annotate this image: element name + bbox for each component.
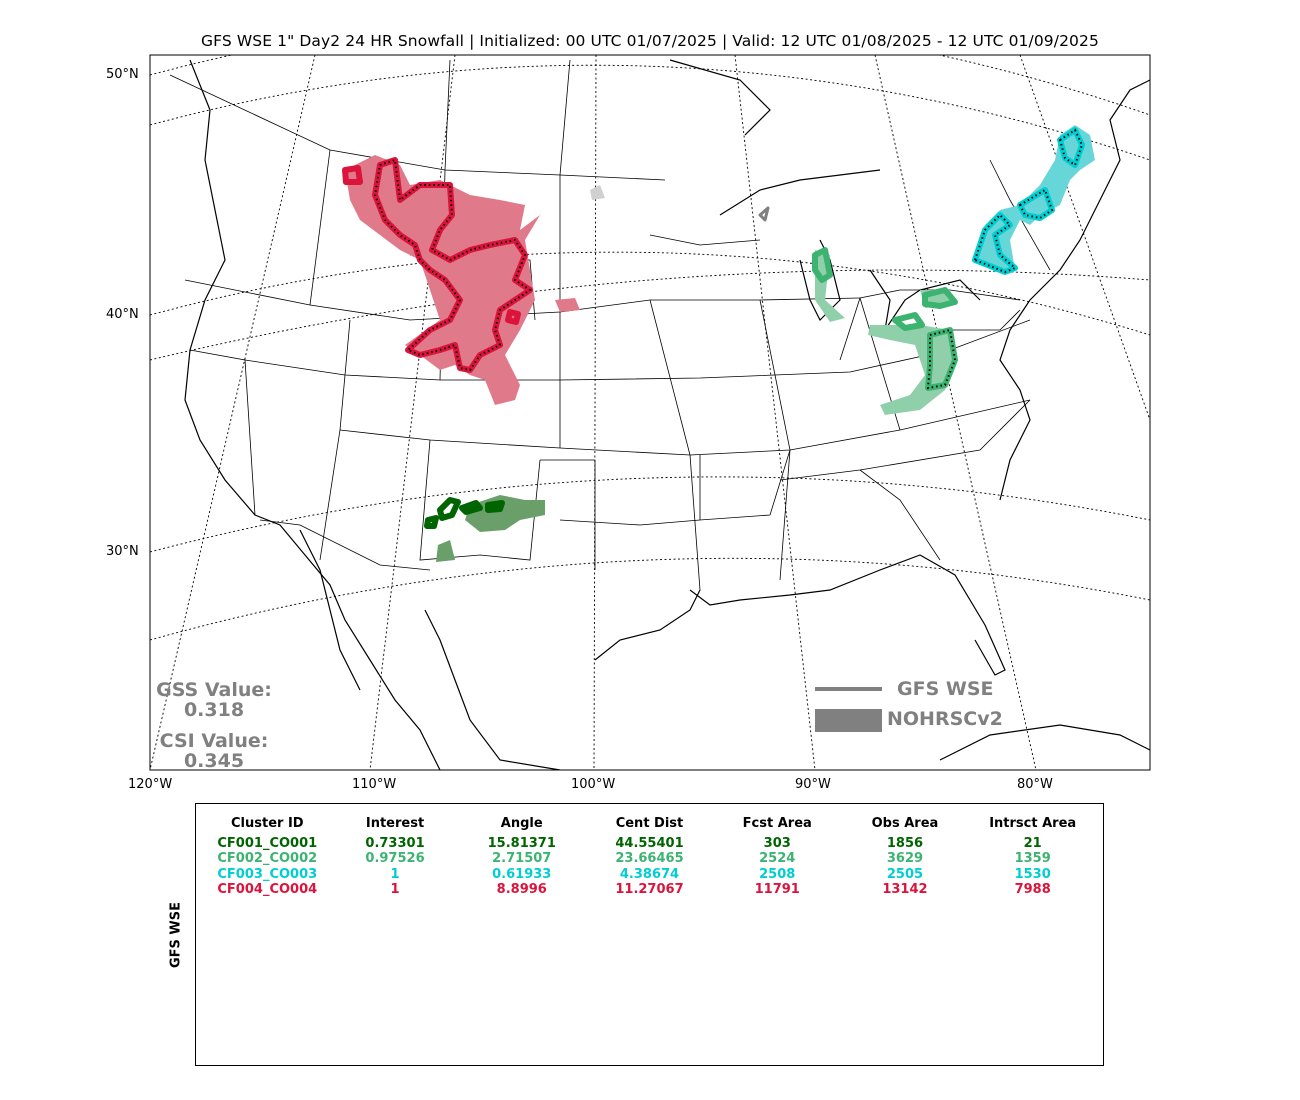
table-row: CF002_CO002 0.97526 2.71507 23.66465 252…: [196, 851, 1103, 867]
cell-cent-dist: 4.38674: [619, 866, 680, 882]
cell-interest: 0.97526: [365, 851, 425, 866]
fcst-contour-cf002-b: [922, 287, 958, 309]
header-cluster-id: Cluster ID: [230, 816, 304, 831]
table-row: CF004_CO004 1 8.8996 11.27067 11791 1314…: [196, 882, 1103, 898]
cell-cluster-id: CF001_CO001: [217, 835, 318, 851]
fcst-contour-cf002-c: [892, 312, 925, 331]
cell-cent-dist: 44.55401: [615, 835, 684, 851]
header-fcst-area: Fcst Area: [742, 816, 812, 831]
lat-label-40: 40°N: [106, 307, 139, 322]
cell-fcst-area: 2524: [759, 851, 796, 866]
table-row: CF003_CO003 1 0.61933 4.38674 2508 2505 …: [196, 867, 1103, 883]
fcst-contour-cf001-d: [485, 500, 505, 513]
lon-label-90: 90°W: [795, 777, 831, 792]
cell-angle: 15.81371: [487, 835, 556, 851]
cell-cluster-id: CF002_CO002: [217, 851, 318, 866]
cell-fcst-area: 303: [763, 835, 791, 851]
obs-area-gray: [590, 185, 605, 200]
header-obs-area: Obs Area: [871, 816, 939, 831]
cell-angle: 2.71507: [492, 851, 552, 866]
cluster-stats-table: Cluster ID Interest Angle Cent Dist Fcst…: [195, 803, 1104, 1066]
fcst-contour-cf001: [437, 497, 461, 521]
header-intrsct-area: Intrsct Area: [989, 816, 1077, 831]
fcst-contour-cf001-c: [424, 515, 439, 529]
fcst-contour-gray: [758, 206, 770, 222]
csi-value: 0.345: [183, 750, 245, 772]
header-interest: Interest: [365, 816, 425, 831]
cell-obs-area: 13142: [882, 882, 928, 897]
cell-interest: 1: [390, 882, 400, 897]
cell-obs-area: 2505: [886, 866, 924, 882]
cell-intrsct-area: 1530: [1014, 866, 1051, 882]
map-frame: [149, 54, 1151, 771]
header-angle: Angle: [500, 816, 543, 831]
cell-cluster-id: CF004_CO004: [217, 882, 318, 897]
obs-area-cf001: [465, 495, 545, 532]
gss-label: GSS Value:: [156, 679, 272, 701]
coastline: [184, 59, 1150, 770]
cell-cent-dist: 11.27067: [615, 882, 684, 897]
lon-label-120: 120°W: [128, 777, 173, 792]
gss-value: 0.318: [183, 699, 245, 721]
lon-label-100: 100°W: [571, 777, 616, 792]
lon-label-110: 110°W: [352, 777, 397, 792]
obs-area-cf002-b: [868, 325, 955, 415]
legend-observed-swatch: [815, 709, 882, 732]
forecast-contour-dots: [373, 128, 1084, 390]
fcst-contour-cf002: [812, 247, 833, 283]
lat-label-50: 50°N: [106, 67, 139, 82]
graticule: [150, 55, 1150, 770]
obs-area-cf002: [815, 250, 845, 322]
cell-intrsct-area: 7988: [1014, 882, 1051, 897]
table-header-row: Cluster ID Interest Angle Cent Dist Fcst…: [196, 816, 1103, 832]
fcst-contour-cf001-b: [459, 500, 483, 515]
cell-angle: 0.61933: [492, 866, 552, 882]
cell-obs-area: 3629: [886, 851, 924, 866]
cell-cluster-id: CF003_CO003: [217, 866, 318, 882]
csi-label: CSI Value:: [159, 730, 269, 752]
cell-interest: 1: [390, 866, 400, 882]
cell-intrsct-area: 21: [1023, 835, 1042, 851]
plot-title: GFS WSE 1" Day2 24 HR Snowfall | Initial…: [201, 32, 1099, 50]
cell-cent-dist: 23.66465: [615, 851, 684, 866]
fcst-contour-cf003: [972, 212, 1018, 275]
fcst-contour-cf004-c: [505, 309, 521, 325]
lat-label-30: 30°N: [106, 544, 139, 559]
cell-obs-area: 1856: [886, 835, 924, 851]
cell-angle: 8.8996: [496, 882, 547, 897]
header-cent-dist: Cent Dist: [615, 816, 684, 831]
cell-fcst-area: 11791: [754, 882, 800, 897]
cell-intrsct-area: 1359: [1014, 851, 1051, 866]
table-ylabel: GFS WSE: [168, 901, 184, 969]
obs-area-cf001-b: [436, 540, 455, 562]
table-body: Cluster ID Interest Angle Cent Dist Fcst…: [196, 816, 1103, 898]
fcst-contour-cf004-b: [342, 165, 363, 185]
table-row: CF001_CO001 0.73301 15.81371 44.55401 30…: [196, 836, 1103, 852]
legend-observed-label: NOHRSCv2: [887, 708, 1003, 730]
lon-label-80: 80°W: [1017, 777, 1053, 792]
cell-interest: 0.73301: [365, 835, 425, 851]
obs-area-cf004-b: [555, 298, 580, 312]
legend-forecast-label: GFS WSE: [897, 678, 994, 700]
cell-fcst-area: 2508: [759, 866, 796, 882]
